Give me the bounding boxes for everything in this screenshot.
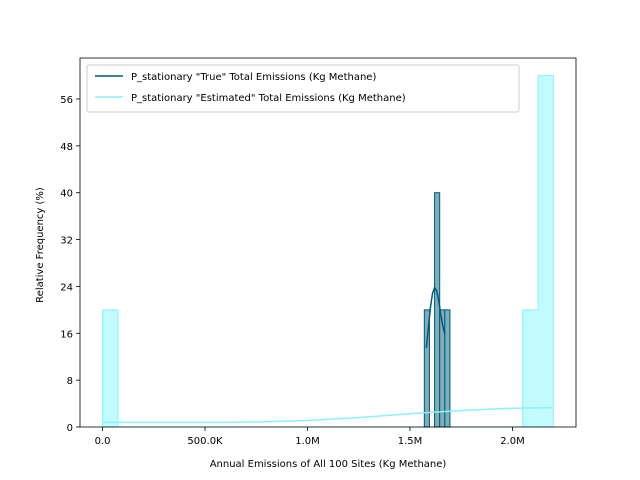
axes-border xyxy=(79,57,577,428)
y-tick-label: 24 xyxy=(60,282,73,293)
x-tick-label: 1.5M xyxy=(398,436,423,447)
chart-marks xyxy=(102,75,554,428)
true-histogram-bar-3 xyxy=(439,309,446,428)
y-tick-label: 8 xyxy=(67,376,73,387)
x-tick-label: 2.0M xyxy=(500,436,525,447)
y-tick-label: 16 xyxy=(60,329,73,340)
x-tick-label: 500.0K xyxy=(187,436,223,447)
x-tick-label: 1.0M xyxy=(295,436,320,447)
estimated-histogram-step xyxy=(102,75,554,428)
x-tick-label: 0.0 xyxy=(95,436,111,447)
estimated-kde-curve xyxy=(102,406,554,424)
y-axis: 0 8 16 24 32 40 48 56 xyxy=(60,95,80,434)
y-tick-label: 56 xyxy=(60,95,73,106)
x-axis-label: Annual Emissions of All 100 Sites (Kg Me… xyxy=(210,459,447,470)
axes-frame xyxy=(79,57,577,428)
legend: P_stationary "True" Total Emissions (Kg … xyxy=(86,64,520,113)
y-tick-label: 40 xyxy=(60,189,73,200)
true-histogram-bar-2 xyxy=(434,192,441,428)
legend-label-estimated: P_stationary "Estimated" Total Emissions… xyxy=(131,93,406,104)
legend-label-true: P_stationary "True" Total Emissions (Kg … xyxy=(131,72,376,83)
y-tick-label: 32 xyxy=(60,236,73,247)
x-axis: 0.0 500.0K 1.0M 1.5M 2.0M xyxy=(95,427,525,447)
true-histogram-bar-4 xyxy=(444,309,451,428)
true-kde-curve xyxy=(425,285,446,349)
y-tick-label: 0 xyxy=(67,423,73,434)
y-axis-label: Relative Frequency (%) xyxy=(35,187,46,303)
y-tick-label: 48 xyxy=(60,142,73,153)
legend-box xyxy=(86,64,520,113)
